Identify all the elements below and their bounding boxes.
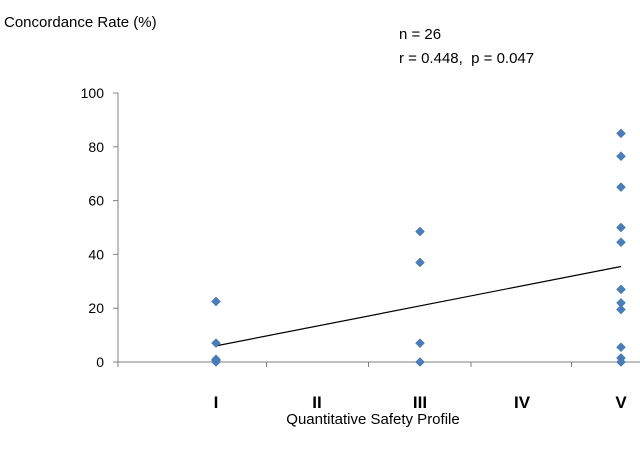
trendline: [215, 265, 622, 347]
y-tick-label: 100: [81, 85, 105, 101]
annotation-n: n = 26: [399, 26, 442, 43]
x-axis-title-wrap: Quantitative Safety Profile: [0, 411, 640, 428]
y-tick-label: 20: [88, 300, 104, 316]
data-point: [616, 342, 626, 353]
data-point: [616, 182, 626, 193]
data-point: [415, 257, 425, 268]
data-point: [415, 357, 425, 367]
data-point: [616, 357, 626, 367]
y-axis-title: Concordance Rate (%): [4, 14, 157, 31]
x-tick-label: I: [214, 393, 219, 412]
data-point: [616, 222, 626, 233]
y-tick-label: 60: [88, 193, 104, 209]
y-tick-label: 80: [88, 139, 104, 155]
y-tick-label: 0: [96, 354, 104, 370]
x-axis-title: Quantitative Safety Profile: [286, 411, 460, 428]
x-tick-label: V: [615, 393, 627, 412]
data-point: [415, 338, 425, 349]
x-tick-label: III: [413, 393, 427, 412]
data-point: [616, 304, 626, 315]
data-point: [211, 338, 221, 349]
data-point: [616, 284, 626, 295]
data-point: [616, 128, 626, 139]
data-point: [616, 237, 626, 248]
y-tick-label: 40: [88, 246, 104, 262]
annotation-r-p: r = 0.448, p = 0.047: [399, 50, 535, 67]
data-point: [616, 151, 626, 162]
data-point: [211, 357, 221, 367]
data-point: [415, 226, 425, 237]
x-tick-label: IV: [514, 393, 531, 412]
x-tick-label: II: [312, 393, 321, 412]
data-point: [211, 296, 221, 307]
